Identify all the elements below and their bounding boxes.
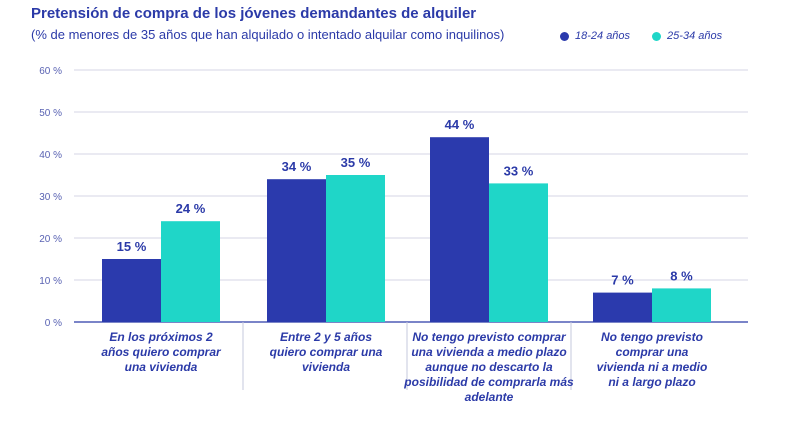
data-label: 33 % [504,163,534,178]
legend-item-series-2: 25-34 años [652,30,722,42]
bar-series-2 [652,288,711,322]
y-tick-label: 20 % [39,234,62,245]
chart-subtitle: (% de menores de 35 años que han alquila… [31,27,505,42]
chart-title: Pretensión de compra de los jóvenes dema… [31,5,477,22]
y-tick-label: 30 % [39,192,62,203]
category-label: En los próximos 2 años quiero comprar un… [101,330,221,374]
bar-series-2 [326,175,385,322]
data-label: 44 % [445,117,475,132]
data-label: 15 % [117,239,147,254]
data-label: 7 % [611,273,634,288]
bar-series-1 [267,179,326,322]
y-tick-label: 10 % [39,276,62,287]
category-label: No tengo previsto comprar una vivienda n… [596,330,708,389]
bar-series-2 [489,183,548,322]
y-tick-label: 0 % [45,318,62,329]
bar-series-2 [161,221,220,322]
legend-swatch-series-1 [560,31,569,41]
y-tick-label: 40 % [39,150,62,161]
data-label: 8 % [670,268,693,283]
bar-series-1 [593,292,652,322]
legend-item-series-1: 18-24 años [560,30,630,42]
legend-swatch-series-2 [652,31,662,41]
bar-series-1 [102,259,161,322]
y-tick-label: 50 % [39,108,62,119]
data-label: 34 % [282,159,312,174]
data-label: 24 % [176,201,206,216]
bar-series-1 [430,137,489,322]
category-label: No tengo previsto comprar una vivienda a… [404,330,574,404]
legend: 18-24 años 25-34 años [560,30,744,42]
y-tick-label: 60 % [39,66,62,77]
legend-label-series-2: 25-34 años [667,30,723,42]
data-label: 35 % [341,155,371,170]
legend-label-series-1: 18-24 años [575,30,631,42]
category-label: Entre 2 y 5 años quiero comprar una vivi… [269,330,383,374]
